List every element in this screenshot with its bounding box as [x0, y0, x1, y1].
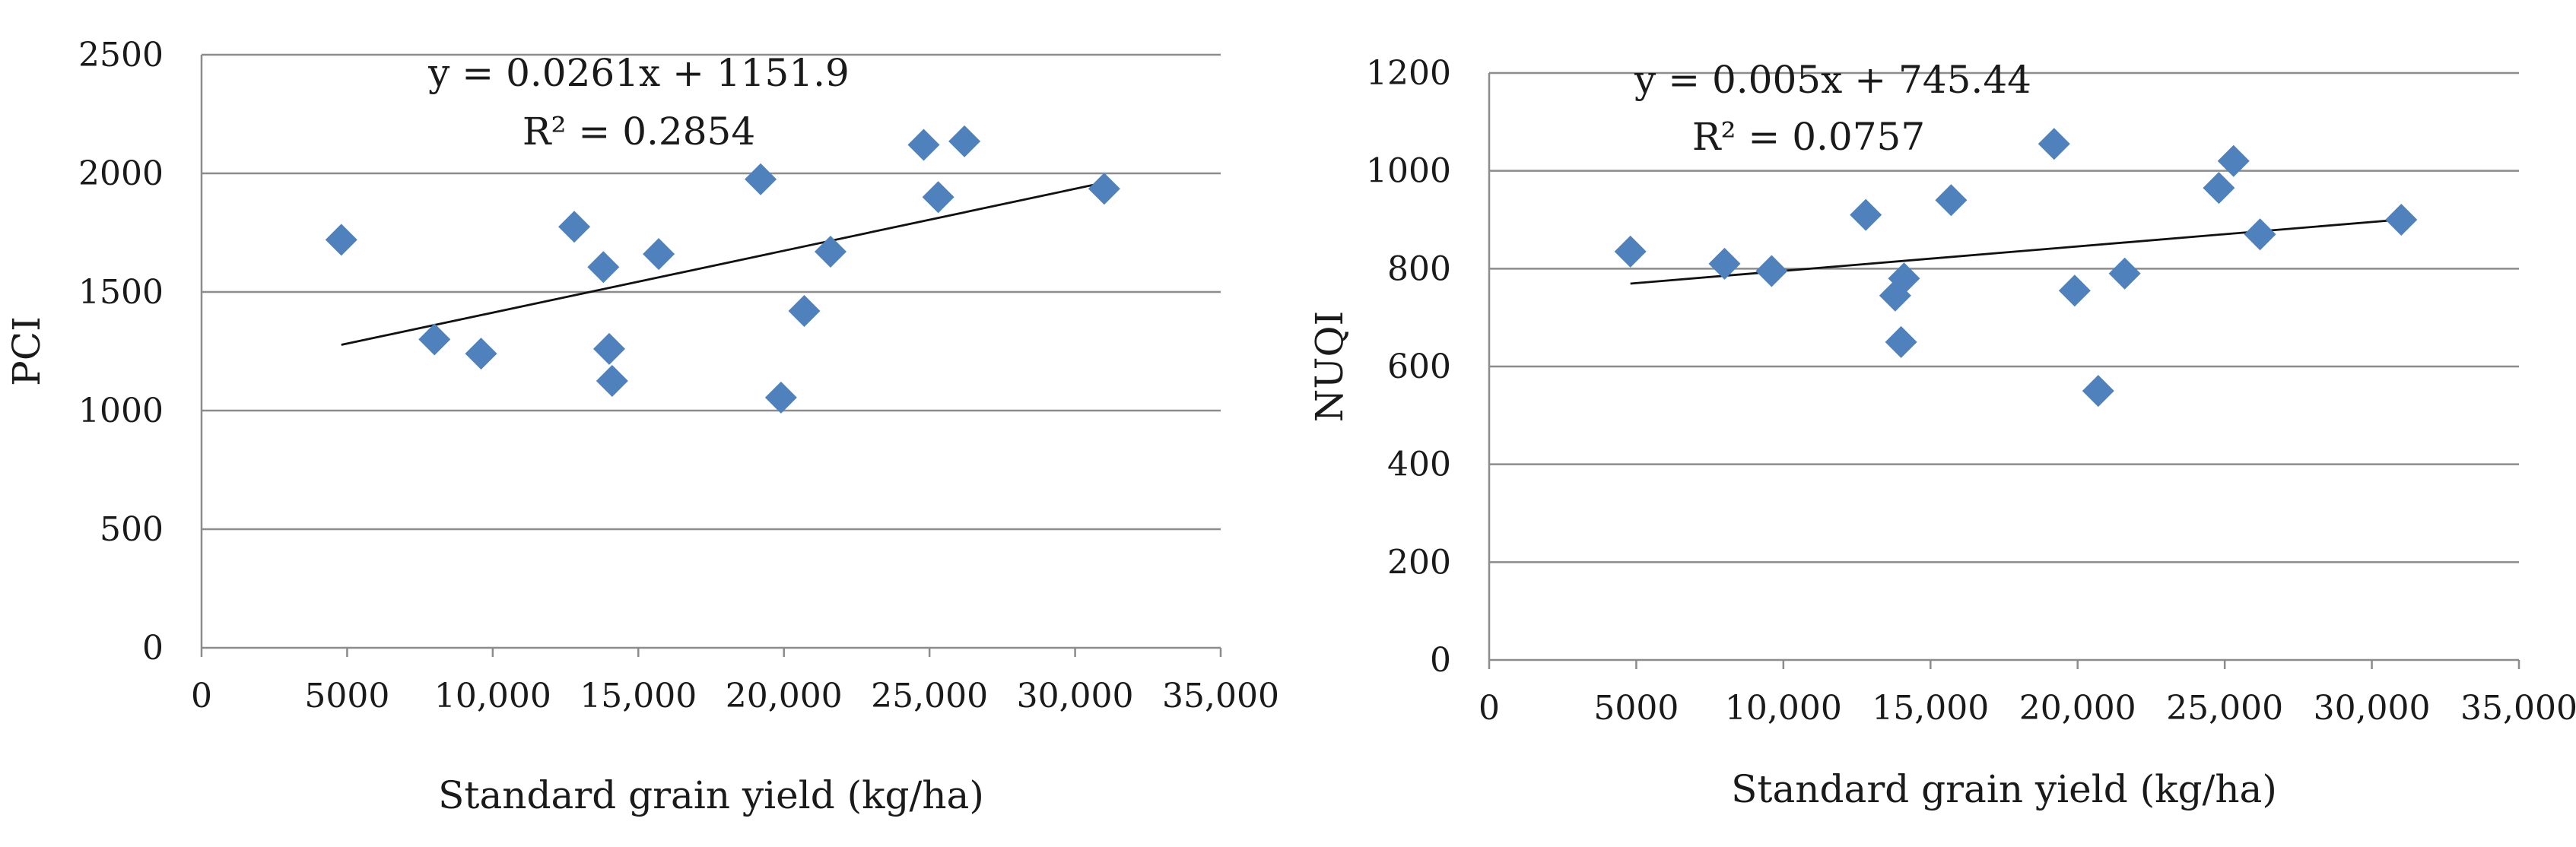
data-point [1850, 198, 1882, 231]
data-point [764, 381, 797, 414]
y-tick-label: 500 [100, 510, 164, 549]
trendline-equation: y = 0.0261x + 1151.9 [427, 51, 850, 95]
y-tick-label: 1000 [78, 392, 164, 430]
data-point [2082, 375, 2114, 408]
x-tick-label: 10,000 [434, 677, 551, 715]
data-point [643, 238, 675, 271]
data-point [2385, 204, 2418, 236]
y-tick-label: 1000 [1366, 152, 1451, 191]
x-axis-title: Standard grain yield (kg/ha) [438, 773, 984, 817]
nuqi-chart: 0 200 400 600 800 1000 1200 0 5000 10,000 15,000 20… [1307, 54, 2576, 811]
x-tick-label: 20,000 [726, 677, 843, 715]
data-point [418, 323, 451, 356]
data-point [593, 332, 625, 365]
data-point [922, 181, 954, 214]
y-axis-title: PCI [5, 316, 49, 386]
trendline-equation: y = 0.005x + 745.44 [1634, 58, 2031, 102]
data-point [2108, 257, 2141, 290]
y-axis-title: NUQI [1307, 311, 1352, 423]
y-tick-label: 800 [1387, 249, 1451, 288]
x-tick-label: 15,000 [1872, 689, 1989, 728]
x-tick-label: 0 [1479, 689, 1500, 728]
r-squared-label: R² = 0.0757 [1692, 115, 1925, 159]
x-tick-label: 20,000 [2019, 689, 2136, 728]
data-point [1935, 184, 1968, 217]
x-tick-label: 15,000 [580, 677, 697, 715]
data-point [465, 338, 497, 370]
data-point [907, 128, 940, 161]
x-axis-title: Standard grain yield (kg/ha) [1731, 767, 2277, 811]
data-point [325, 224, 357, 256]
y-tick-label: 1200 [1366, 54, 1451, 93]
data-point [1088, 173, 1120, 205]
trendline [1630, 218, 2402, 285]
data-point [2244, 218, 2276, 251]
x-tick-label: 10,000 [1725, 689, 1842, 728]
data-point [596, 365, 628, 397]
data-point [2058, 274, 2091, 307]
y-tick-label: 0 [1430, 641, 1451, 680]
data-point [558, 211, 591, 243]
x-tick-label: 0 [191, 677, 212, 715]
data-point [1755, 255, 1788, 287]
y-tick-label: 600 [1387, 347, 1451, 386]
y-tick-label: 2000 [78, 154, 164, 193]
y-tick-label: 200 [1387, 543, 1451, 582]
data-point [788, 294, 821, 327]
x-tick-label: 5000 [304, 677, 389, 715]
r-squared-label: R² = 0.2854 [523, 109, 755, 154]
data-point [587, 251, 620, 284]
x-tick-label: 25,000 [2166, 689, 2283, 728]
data-point [1885, 325, 1917, 358]
x-tick-label: 35,000 [1162, 677, 1279, 715]
x-tick-label: 5000 [1593, 689, 1679, 728]
x-tick-label: 30,000 [1017, 677, 1134, 715]
data-point [1708, 247, 1741, 280]
y-tick-label: 0 [142, 629, 164, 668]
data-point [2217, 144, 2250, 177]
data-point [1614, 235, 1647, 268]
trendline [341, 181, 1105, 346]
x-tick-label: 30,000 [2314, 689, 2431, 728]
x-tick-label: 35,000 [2460, 689, 2576, 728]
data-point [1888, 262, 1920, 295]
y-tick-label: 1500 [78, 273, 164, 312]
data-point [814, 235, 846, 268]
data-point [2203, 172, 2235, 205]
y-tick-label: 2500 [78, 36, 164, 75]
y-tick-label: 400 [1387, 446, 1451, 484]
x-tick-label: 25,000 [871, 677, 988, 715]
data-point [2038, 128, 2070, 160]
data-point [745, 163, 777, 195]
data-point [948, 125, 981, 157]
pci-chart: 0 500 1000 1500 2000 2500 0 5000 10,000 15,000 20,… [5, 36, 1279, 817]
